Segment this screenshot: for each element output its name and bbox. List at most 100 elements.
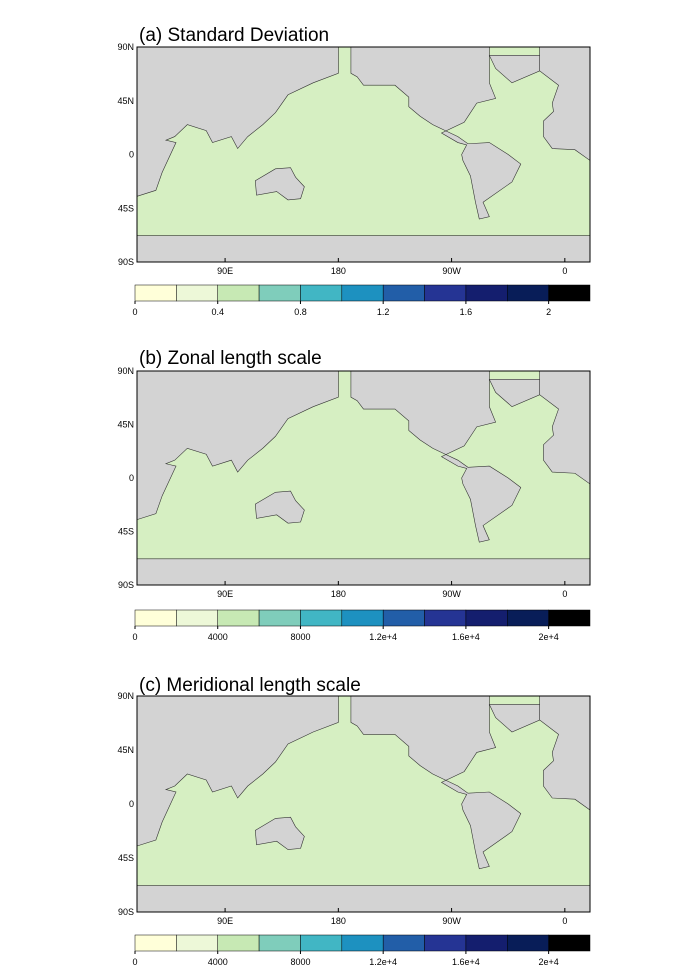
lat-label: 90S (118, 907, 134, 917)
lon-label: 0 (562, 266, 567, 276)
colorbar-box (424, 284, 467, 302)
colorbar-box (134, 284, 177, 302)
colorbar-label: 8000 (290, 632, 310, 642)
colorbar-box (548, 934, 591, 952)
colorbar-box (465, 284, 508, 302)
colorbar-box (176, 934, 218, 952)
colorbar-box (134, 609, 177, 627)
colorbar-box (465, 934, 508, 952)
colorbar-box (258, 934, 301, 952)
colorbar-box (382, 934, 425, 952)
colorbar-box (134, 934, 177, 952)
lat-label: 90S (118, 257, 134, 267)
lon-label: 180 (331, 589, 346, 599)
colorbar-box (176, 284, 218, 302)
lat-label: 45N (117, 96, 134, 106)
lat-label: 0 (129, 799, 134, 809)
colorbar-box (507, 609, 549, 627)
lon-label: 0 (562, 589, 567, 599)
colorbar-label: 2 (546, 307, 551, 317)
colorbar-box (341, 934, 384, 952)
lat-label: 90N (117, 42, 134, 52)
colorbar-box (217, 934, 260, 952)
land (136, 558, 591, 586)
lat-label: 45N (117, 745, 134, 755)
lat-label: 45N (117, 420, 134, 430)
lon-label: 90E (217, 589, 233, 599)
map-frame (136, 46, 591, 263)
colorbar-label: 2e+4 (538, 957, 558, 967)
colorbar-label: 8000 (290, 957, 310, 967)
land (488, 704, 540, 733)
lat-label: 90N (117, 366, 134, 376)
colorbar-box (300, 934, 343, 952)
colorbar-box (341, 609, 384, 627)
land (488, 55, 540, 84)
lon-label: 90W (442, 589, 461, 599)
colorbar-box (507, 284, 549, 302)
colorbar-label: 1.6e+4 (452, 632, 480, 642)
lat-label: 0 (129, 473, 134, 483)
lat-label: 45S (118, 203, 134, 213)
colorbar-box (217, 284, 260, 302)
land (350, 46, 522, 220)
panel-title: (c) Meridional length scale (139, 675, 361, 696)
colorbar-box (341, 284, 384, 302)
colorbar-label: 4000 (208, 957, 228, 967)
land (488, 379, 540, 408)
land (136, 235, 591, 263)
lat-label: 0 (129, 150, 134, 160)
lon-label: 180 (331, 266, 346, 276)
land (254, 490, 305, 524)
colorbar-label: 0.8 (294, 307, 307, 317)
lat-label: 45S (118, 853, 134, 863)
lon-label: 90W (442, 266, 461, 276)
panel-title: (a) Standard Deviation (139, 25, 329, 46)
colorbar-label: 1.2e+4 (369, 632, 397, 642)
colorbar-box (300, 284, 343, 302)
colorbar-label: 0.4 (211, 307, 224, 317)
land (350, 370, 522, 543)
colorbar-label: 1.2 (377, 307, 390, 317)
colorbar-box (507, 934, 549, 952)
lon-label: 180 (331, 916, 346, 926)
land (350, 695, 522, 870)
colorbar-box (424, 934, 467, 952)
panel-title: (b) Zonal length scale (139, 348, 322, 369)
map-frame (136, 370, 591, 586)
colorbar-box (424, 609, 467, 627)
colorbar-label: 1.6e+4 (452, 957, 480, 967)
lat-label: 90N (117, 691, 134, 701)
colorbar-box (217, 609, 260, 627)
land (136, 46, 339, 197)
colorbar-label: 1.2e+4 (369, 957, 397, 967)
colorbar-box (465, 609, 508, 627)
land (136, 695, 339, 847)
colorbar-box (548, 609, 591, 627)
colorbar-label: 1.6 (460, 307, 473, 317)
colorbar-box (382, 284, 425, 302)
land (136, 370, 339, 521)
colorbar-label: 2e+4 (538, 632, 558, 642)
colorbar-box (300, 609, 343, 627)
lon-label: 90W (442, 916, 461, 926)
lon-label: 0 (562, 916, 567, 926)
lat-label: 45S (118, 527, 134, 537)
colorbar-box (382, 609, 425, 627)
land (254, 816, 305, 850)
colorbar-label: 0 (132, 957, 137, 967)
land (254, 167, 305, 201)
colorbar-label: 4000 (208, 632, 228, 642)
map-frame (136, 695, 591, 913)
colorbar-box (176, 609, 218, 627)
colorbar-box (258, 609, 301, 627)
lat-label: 90S (118, 580, 134, 590)
colorbar-box (548, 284, 591, 302)
lon-label: 90E (217, 916, 233, 926)
lon-label: 90E (217, 266, 233, 276)
land (136, 885, 591, 913)
colorbar-box (258, 284, 301, 302)
colorbar-label: 0 (132, 307, 137, 317)
colorbar-label: 0 (132, 632, 137, 642)
